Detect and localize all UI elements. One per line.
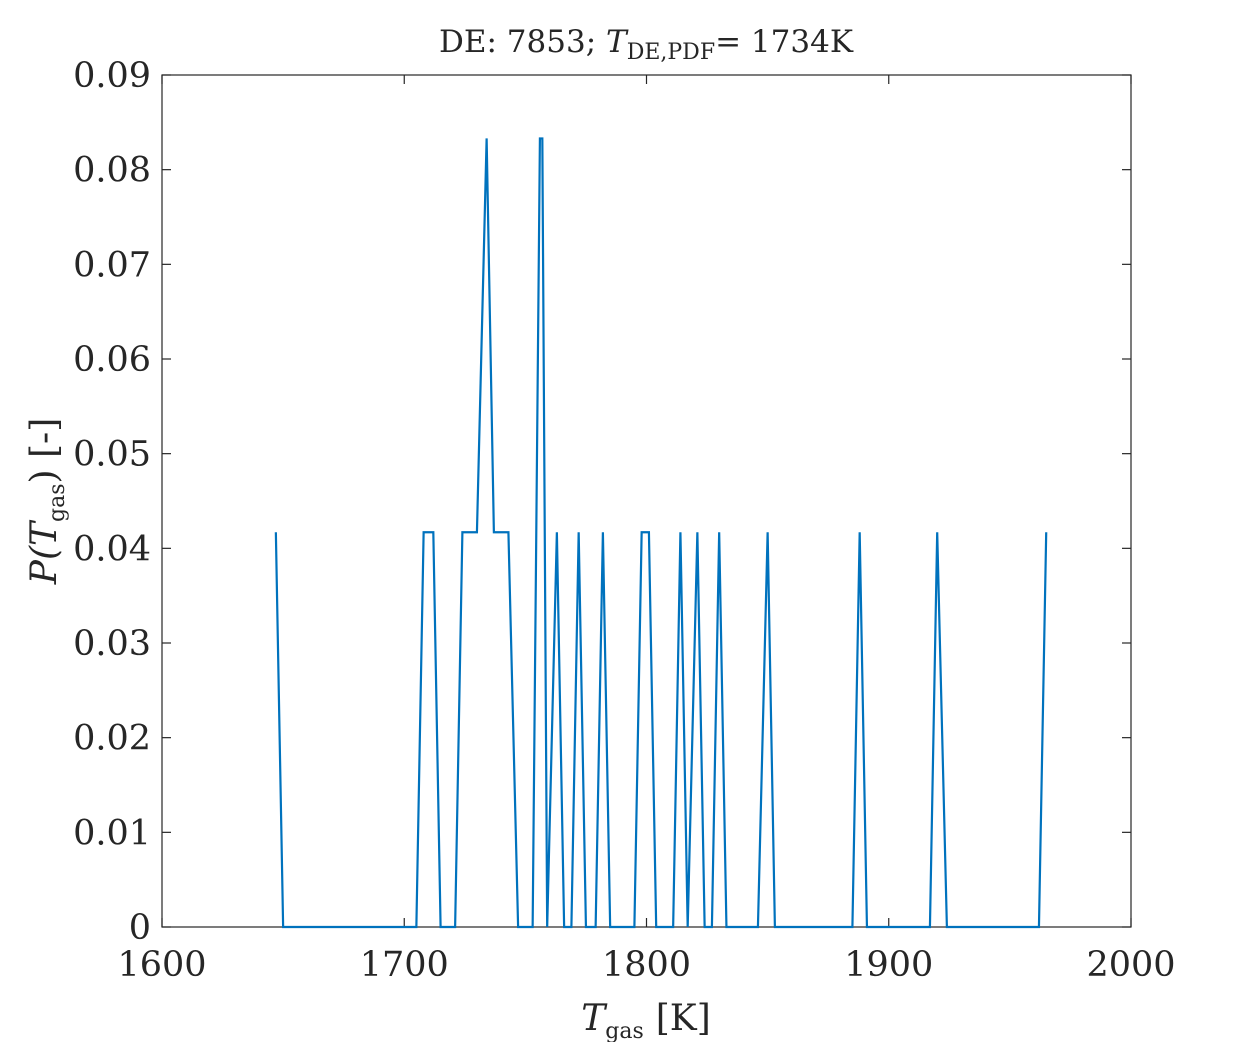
y-tick-label: 0.07 bbox=[73, 245, 151, 285]
plot-frame bbox=[161, 74, 1132, 928]
y-tick-label: 0.09 bbox=[73, 56, 151, 96]
plot-area: 1600 1700 1800 1900 2000 0 0.01 0.02 0.03 0.04 0.… bbox=[73, 56, 1175, 985]
y-tick-label: 0.04 bbox=[73, 529, 151, 569]
y-tick-label: 0 bbox=[129, 908, 151, 948]
y-tick-label: 0.05 bbox=[73, 435, 151, 475]
chart-title-sub: DE,PDF bbox=[627, 40, 715, 65]
x-tick-label: 1600 bbox=[117, 945, 206, 985]
tick-marks bbox=[161, 74, 1132, 928]
y-tick-label: 0.08 bbox=[73, 151, 151, 191]
x-axis-label: Tgas [K] bbox=[581, 998, 711, 1042]
x-axis-label-sub: gas bbox=[605, 1019, 644, 1042]
series-line bbox=[274, 137, 1048, 929]
chart-title-prefix: DE: 7853; bbox=[439, 24, 606, 60]
y-tick-label: 0.03 bbox=[73, 624, 151, 664]
x-tick-label: 1700 bbox=[360, 945, 449, 985]
x-tick-labels: 1600 1700 1800 1900 2000 bbox=[117, 945, 1175, 985]
y-axis-label: P(Tgas) [-] bbox=[24, 418, 70, 586]
y-axis-label-sub: gas bbox=[45, 483, 70, 522]
x-axis-label-var: T bbox=[581, 998, 608, 1039]
x-tick-label: 1900 bbox=[844, 945, 933, 985]
y-tick-label: 0.06 bbox=[73, 340, 151, 380]
chart-title: DE: 7853; TDE,PDF= 1734K bbox=[439, 24, 854, 65]
y-axis-label-var: T bbox=[24, 519, 65, 546]
y-tick-label: 0.02 bbox=[73, 719, 151, 759]
y-tick-label: 0.01 bbox=[73, 813, 151, 853]
y-axis-label-var-p: P( bbox=[24, 545, 65, 585]
x-tick-label: 1800 bbox=[602, 945, 691, 985]
x-tick-label: 2000 bbox=[1086, 945, 1175, 985]
y-tick-labels: 0 0.01 0.02 0.03 0.04 0.05 0.06 0.07 0.08 0.09 bbox=[73, 56, 151, 948]
series-group bbox=[274, 137, 1048, 929]
x-axis-label-unit: [K] bbox=[656, 998, 711, 1039]
chart-title-var: T bbox=[606, 24, 629, 60]
chart-title-suffix: = 1734K bbox=[715, 24, 854, 60]
y-axis-label-post: ) [-] bbox=[24, 418, 65, 484]
